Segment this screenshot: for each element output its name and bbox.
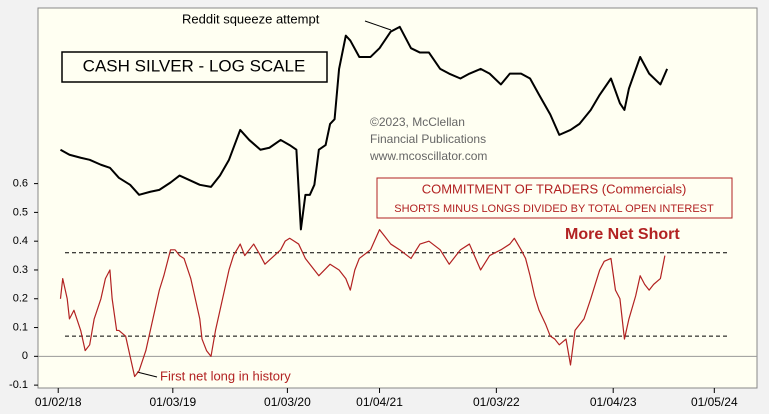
title-box (61, 51, 328, 83)
x-tick-label: 01/04/23 (590, 395, 637, 409)
data-line (59, 229, 666, 378)
copyright: www.mcoscillator.com (369, 149, 487, 163)
y-tick-label: 0.6 (13, 178, 28, 190)
x-tick-label: 01/04/21 (356, 395, 403, 409)
y-tick-label: 0.4 (13, 235, 28, 247)
data-line (59, 25, 669, 231)
x-tick-label: 01/02/18 (35, 395, 82, 409)
y-tick-label: 0.1 (13, 321, 28, 333)
copyright: Financial Publications (370, 132, 486, 146)
y-tick-label: 0.5 (13, 206, 28, 218)
y-tick-label: 0 (22, 350, 28, 362)
y-tick-label: -0.1 (9, 379, 28, 391)
cot-title: COMMITMENT OF TRADERS (Commercials) (422, 181, 687, 196)
y-tick-label: 0.3 (13, 264, 28, 276)
copyright: ©2023, McClellan (370, 115, 465, 129)
annotation: Reddit squeeze attempt (182, 11, 320, 26)
annotation-arrow (364, 20, 392, 31)
cot-subtitle: SHORTS MINUS LONGS DIVIDED BY TOTAL OPEN… (394, 203, 714, 215)
x-tick-label: 01/03/22 (473, 395, 520, 409)
cot-box (376, 177, 733, 219)
x-tick-label: 01/05/24 (691, 395, 738, 409)
x-tick-label: 01/03/20 (264, 395, 311, 409)
y-tick-label: 0.2 (13, 293, 28, 305)
chart-title: CASH SILVER - LOG SCALE (83, 56, 306, 75)
annotation: First net long in history (160, 368, 291, 383)
x-tick-label: 01/03/19 (149, 395, 196, 409)
annotation-arrow (136, 371, 158, 378)
annotation: More Net Short (565, 226, 680, 243)
